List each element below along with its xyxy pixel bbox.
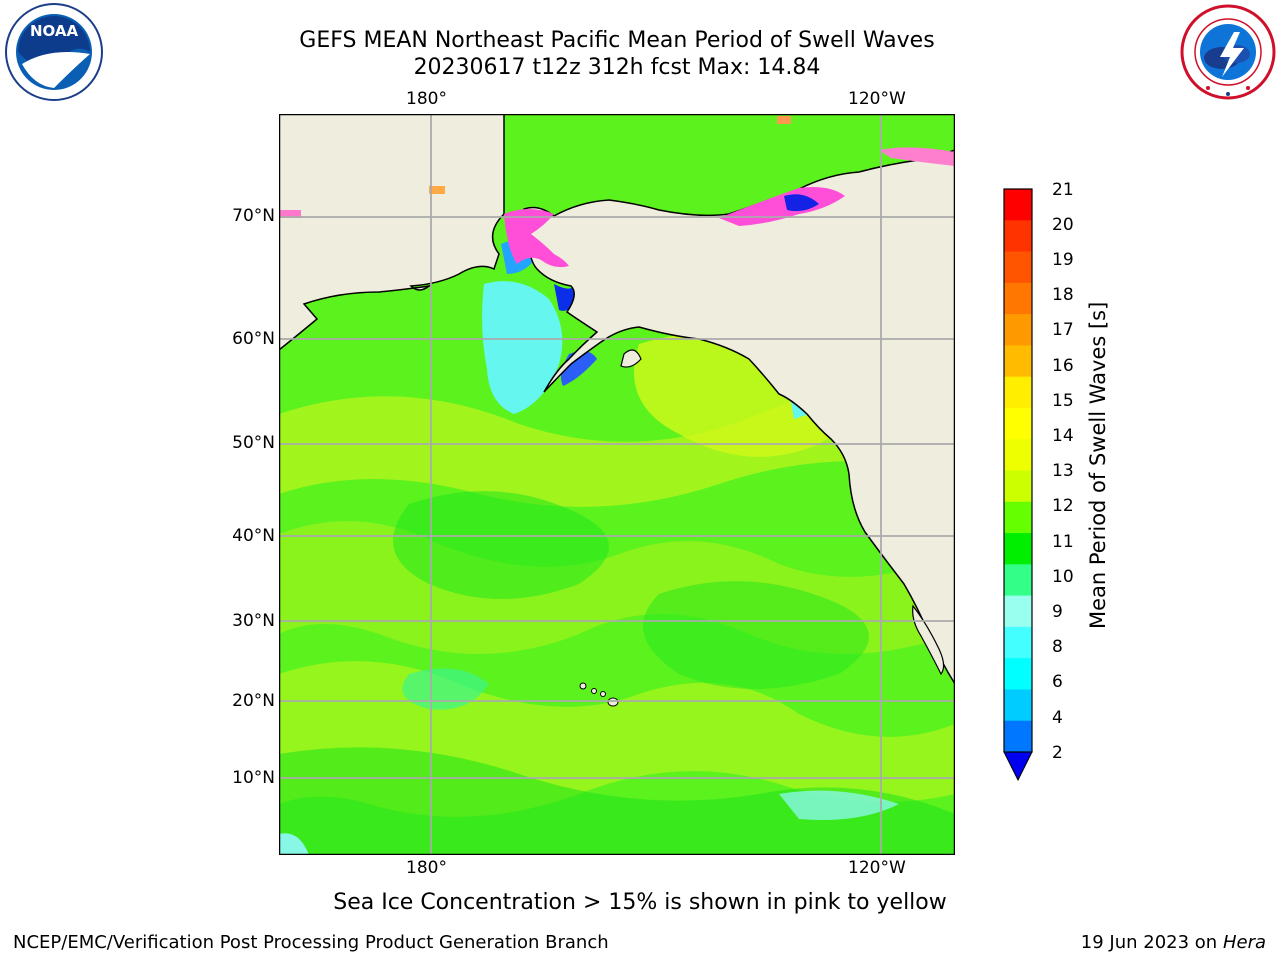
colorbar xyxy=(1000,186,1036,786)
lon-label-bottom-180: 180° xyxy=(406,858,447,878)
colorbar-segment xyxy=(1004,595,1032,628)
cb-tick-18: 18 xyxy=(1052,285,1074,305)
cb-tick-6: 6 xyxy=(1052,672,1063,692)
date-text: 19 Jun 2023 on xyxy=(1080,932,1218,953)
colorbar-segment xyxy=(1004,689,1032,722)
colorbar-segment xyxy=(1004,720,1032,753)
cb-tick-8: 8 xyxy=(1052,637,1063,657)
colorbar-segment xyxy=(1004,439,1032,472)
colorbar-segment xyxy=(1004,501,1032,534)
colorbar-segment xyxy=(1004,345,1032,378)
cb-tick-2: 2 xyxy=(1052,743,1063,763)
date-stamp: 19 Jun 2023 on Hera xyxy=(1081,932,1266,953)
colorbar-segment xyxy=(1004,533,1032,565)
colorbar-segment xyxy=(1004,314,1032,346)
cb-tick-21: 21 xyxy=(1052,180,1074,200)
lat-label-60n: 60°N xyxy=(232,329,275,349)
chart-title: GEFS MEAN Northeast Pacific Mean Period … xyxy=(299,28,935,53)
lat-label-70n: 70°N xyxy=(232,206,275,226)
cb-tick-4: 4 xyxy=(1052,708,1063,728)
cb-tick-20: 20 xyxy=(1052,215,1074,235)
cb-tick-9: 9 xyxy=(1052,602,1063,622)
lon-label-bottom-120w: 120°W xyxy=(848,858,906,878)
sea-ice-note: Sea Ice Concentration > 15% is shown in … xyxy=(333,890,947,915)
colorbar-segment xyxy=(1004,220,1032,253)
credit-text: NCEP/EMC/Verification Post Processing Pr… xyxy=(13,932,609,953)
lat-label-40n: 40°N xyxy=(232,526,275,546)
graticule xyxy=(279,114,955,855)
colorbar-extend-triangle xyxy=(1003,751,1033,782)
cb-tick-12: 12 xyxy=(1052,496,1074,516)
colorbar-segment xyxy=(1004,626,1032,659)
colorbar-segment xyxy=(1004,564,1032,597)
cb-tick-17: 17 xyxy=(1052,320,1074,340)
lon-label-top-120w: 120°W xyxy=(848,89,906,109)
cb-tick-13: 13 xyxy=(1052,461,1074,481)
colorbar-segment xyxy=(1004,407,1032,440)
colorbar-segment xyxy=(1004,658,1032,691)
colorbar-segment xyxy=(1004,282,1032,315)
nws-logo xyxy=(1178,2,1278,102)
colorbar-segment xyxy=(1004,251,1032,284)
map-frame xyxy=(278,113,956,856)
cb-tick-16: 16 xyxy=(1052,356,1074,376)
map-panel xyxy=(278,113,956,856)
colorbar-title: Mean Period of Swell Waves [s] xyxy=(1086,301,1110,629)
swell-period-map xyxy=(278,113,956,856)
cb-tick-19: 19 xyxy=(1052,250,1074,270)
colorbar-segment xyxy=(1004,189,1032,221)
colorbar-segment xyxy=(1004,470,1032,503)
noaa-logo-text: NOAA xyxy=(30,22,79,40)
lat-label-50n: 50°N xyxy=(232,433,275,453)
noaa-logo: NOAA xyxy=(4,2,104,102)
lon-label-top-180: 180° xyxy=(406,89,447,109)
cb-tick-15: 15 xyxy=(1052,391,1074,411)
cb-tick-10: 10 xyxy=(1052,567,1074,587)
colorbar-segment xyxy=(1004,376,1032,409)
lat-label-20n: 20°N xyxy=(232,691,275,711)
cb-tick-11: 11 xyxy=(1052,532,1074,552)
chart-subtitle: 20230617 t12z 312h fcst Max: 14.84 xyxy=(413,55,821,80)
lat-label-30n: 30°N xyxy=(232,611,275,631)
machine-name: Hera xyxy=(1222,932,1266,953)
cb-tick-14: 14 xyxy=(1052,426,1074,446)
lat-label-10n: 10°N xyxy=(232,768,275,788)
